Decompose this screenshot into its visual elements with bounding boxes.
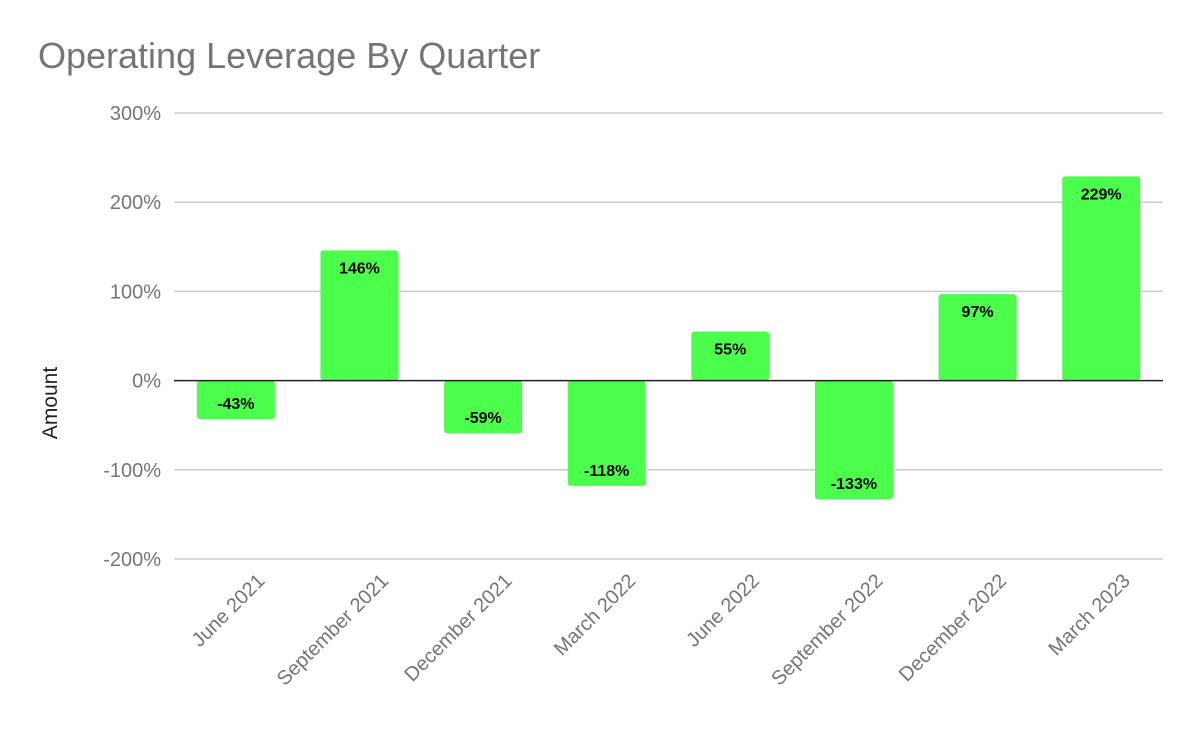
y-tick-label: 0% (132, 371, 161, 393)
bar (691, 331, 770, 381)
bar (196, 380, 275, 419)
bar (444, 380, 523, 434)
bar-value-label: -43% (217, 396, 254, 413)
y-axis-label: Amount (39, 367, 62, 440)
bars (196, 176, 1141, 500)
x-tick-label: September 2022 (767, 570, 887, 690)
data-labels: -43% 146% -59% -118% 55% -133% 97% 229% (217, 186, 1122, 493)
y-tick-label: 200% (110, 192, 161, 214)
x-tick-label: June 2022 (682, 570, 764, 652)
bar (1062, 176, 1141, 381)
bar (938, 294, 1017, 381)
bar-value-label: 97% (962, 304, 994, 321)
x-tick-label: March 2022 (550, 570, 640, 660)
x-tick-label: September 2021 (273, 570, 393, 690)
y-tick-label: -200% (103, 549, 161, 571)
y-axis-ticks: 300% 200% 100% 0% -100% -200% (103, 103, 161, 571)
bar (567, 380, 646, 486)
x-tick-label: December 2022 (895, 570, 1011, 686)
chart-title: Operating Leverage By Quarter (38, 35, 540, 76)
x-tick-label: December 2021 (400, 570, 516, 686)
bar-value-label: -118% (584, 463, 629, 480)
bar-value-label: -59% (464, 410, 501, 427)
bar-value-label: -133% (831, 476, 877, 493)
bar (320, 250, 399, 381)
x-axis-ticks: June 2021 September 2021 December 2021 Marc… (188, 570, 1135, 690)
bar-value-label: 146% (339, 260, 380, 277)
x-tick-label: March 2023 (1044, 570, 1134, 660)
x-tick-label: June 2021 (188, 570, 270, 652)
bar-value-label: 229% (1081, 186, 1122, 203)
bar (814, 380, 893, 500)
y-tick-label: -100% (103, 460, 161, 482)
y-tick-label: 100% (110, 281, 161, 303)
bar-value-label: 55% (714, 342, 746, 359)
y-tick-label: 300% (110, 103, 161, 125)
